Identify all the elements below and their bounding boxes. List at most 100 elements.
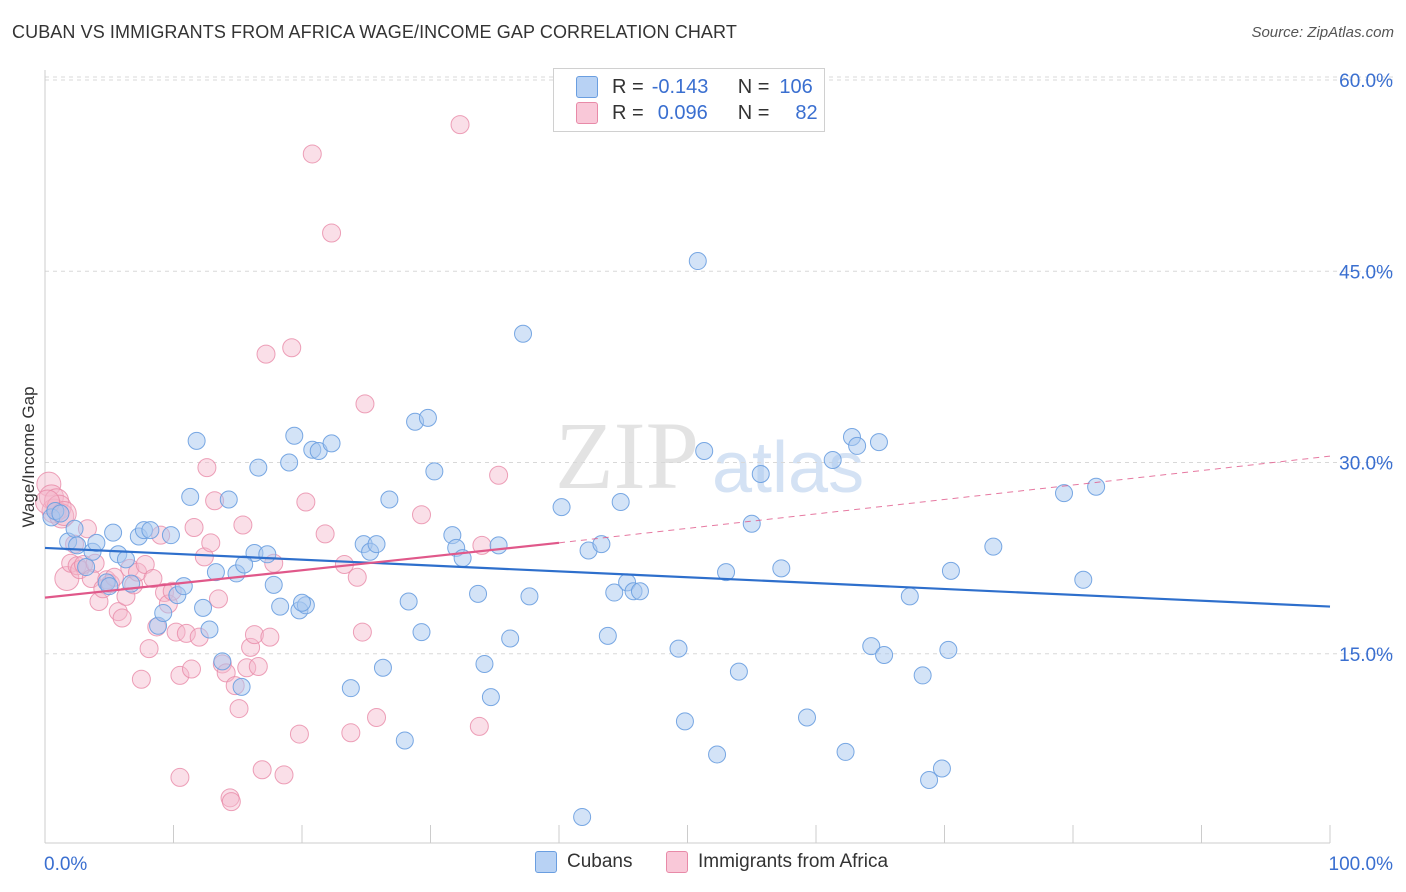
africa-point xyxy=(322,223,342,243)
cubans-point xyxy=(285,426,304,445)
africa-point xyxy=(194,547,214,567)
cubans-trend-line xyxy=(44,546,1331,608)
cubans-point xyxy=(913,666,932,685)
cubans-point xyxy=(280,453,299,472)
legend-n-label: N = xyxy=(737,75,770,98)
y-tick-label: 45.0% xyxy=(1339,262,1393,283)
africa-point xyxy=(143,569,163,589)
africa-point xyxy=(355,394,375,414)
africa-point xyxy=(201,533,221,553)
cubans-point xyxy=(501,629,520,648)
cubans-point xyxy=(235,555,254,574)
africa-point xyxy=(170,665,190,685)
africa-point xyxy=(260,627,280,647)
africa-point xyxy=(256,344,276,364)
cubans-point xyxy=(552,498,571,517)
cubans-point xyxy=(875,646,894,665)
cubans-point xyxy=(708,745,727,764)
cubans-point xyxy=(322,434,341,453)
africa-point xyxy=(197,458,217,478)
africa-swatch-icon xyxy=(576,102,598,124)
cubans-point xyxy=(77,558,96,577)
africa-point xyxy=(347,567,367,587)
legend-n-value: 106 xyxy=(779,75,813,98)
cubans-point xyxy=(920,770,939,789)
cubans-point xyxy=(425,462,444,481)
africa-point xyxy=(367,708,387,727)
africa-point xyxy=(252,760,272,780)
africa-point xyxy=(233,515,253,535)
cubans-point xyxy=(264,575,283,594)
africa-point xyxy=(170,767,190,787)
africa-point xyxy=(176,623,196,643)
cubans-point xyxy=(206,563,225,582)
africa-trend-line xyxy=(44,541,560,599)
africa-point xyxy=(274,765,294,785)
cubans-point xyxy=(87,533,106,552)
series-legend: Cubans Immigrants from Africa xyxy=(0,851,1406,879)
cubans-point xyxy=(939,640,958,659)
cubans-point xyxy=(932,759,951,778)
africa-legend-icon xyxy=(666,851,688,873)
cubans-point xyxy=(116,550,135,569)
legend-r-value: 0.096 xyxy=(657,101,708,124)
cubans-point xyxy=(823,450,842,469)
cubans-point xyxy=(520,587,539,606)
series-cubans-points xyxy=(42,252,1106,826)
cubans-point xyxy=(751,464,770,483)
africa-point xyxy=(282,338,302,358)
cubans-point xyxy=(51,504,70,523)
africa-point xyxy=(244,625,264,645)
trend-lines xyxy=(44,455,1331,608)
legend-row-africa: R = 0.096 N = 82 xyxy=(576,100,818,126)
cubans-point xyxy=(742,514,761,533)
cubans-point xyxy=(293,593,311,612)
africa-point xyxy=(112,608,132,628)
y-tick-label: 15.0% xyxy=(1339,645,1393,666)
cubans-point xyxy=(249,458,268,477)
source-label: Source: ZipAtlas.com xyxy=(1251,24,1394,41)
cubans-point xyxy=(630,582,649,601)
y-tick-label: 60.0% xyxy=(1339,71,1393,92)
cubans-point xyxy=(154,603,173,622)
cubans-point xyxy=(481,688,500,707)
africa-point xyxy=(248,657,268,676)
cubans-point xyxy=(605,583,624,602)
cubans-point xyxy=(695,442,714,461)
cubans-point xyxy=(181,487,200,506)
cubans-point xyxy=(598,626,617,645)
cubans-point xyxy=(941,561,960,580)
africa-point xyxy=(139,639,159,659)
africa-point xyxy=(36,471,62,497)
cubans-point xyxy=(1055,484,1074,503)
cubans-point xyxy=(514,324,533,343)
cubans-point xyxy=(104,523,123,542)
cubans-point xyxy=(900,587,919,606)
cubans-point xyxy=(869,433,888,452)
cubans-point xyxy=(669,639,688,658)
cubans-point xyxy=(161,526,180,545)
africa-point xyxy=(289,724,309,744)
cubans-point xyxy=(798,708,817,727)
legend-item-cubans: Cubans xyxy=(535,851,633,873)
cubans-point xyxy=(399,592,418,611)
cubans-point xyxy=(489,536,508,555)
cubans-point xyxy=(412,623,431,642)
legend-label-cubans: Cubans xyxy=(567,851,633,872)
cubans-point xyxy=(200,620,219,639)
cubans-point xyxy=(573,807,592,826)
cubans-point xyxy=(836,742,855,761)
cubans-point xyxy=(194,598,213,617)
x-tick-label: 100.0% xyxy=(1329,854,1394,875)
cubans-point xyxy=(380,490,399,509)
cubans-point xyxy=(232,677,251,696)
africa-point xyxy=(302,144,322,164)
correlation-legend: R = -0.143 N = 106 R = 0.096 N = 82 xyxy=(553,68,825,132)
africa-point xyxy=(208,589,228,609)
legend-r-value: -0.143 xyxy=(651,75,709,98)
africa-point xyxy=(469,716,489,736)
cubans-point xyxy=(729,662,748,681)
africa-point xyxy=(221,792,241,812)
africa-point xyxy=(229,699,249,719)
watermark: ZIP atlas xyxy=(555,402,864,509)
